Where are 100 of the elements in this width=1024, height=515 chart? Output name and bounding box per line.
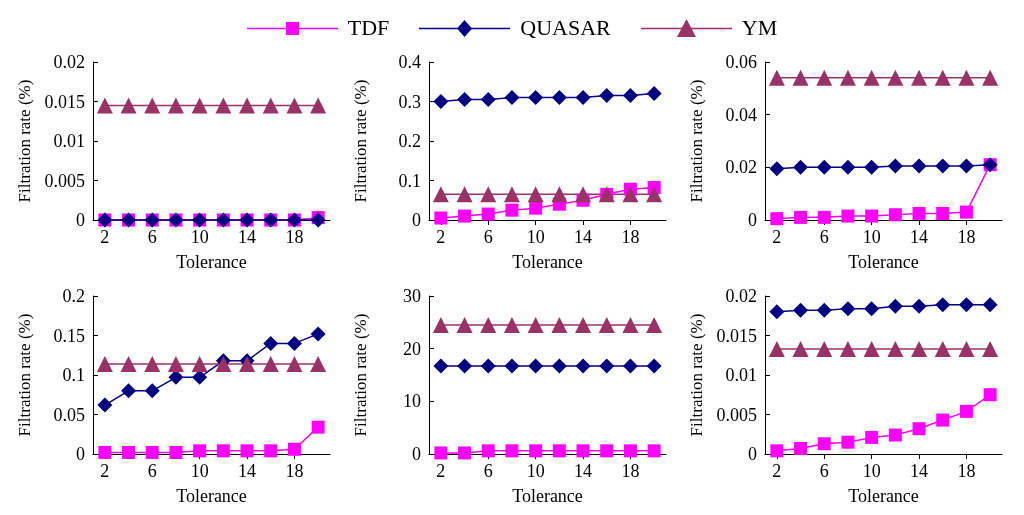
point xyxy=(911,298,927,314)
point xyxy=(432,316,449,333)
y-tick-label: 0.06 xyxy=(725,52,757,72)
y-tick-label: 0.02 xyxy=(725,286,757,306)
point xyxy=(887,340,904,357)
point xyxy=(646,186,663,203)
x-tick-label: 18 xyxy=(621,461,640,481)
y-tick-label: 0.1 xyxy=(62,365,85,385)
x-tick-label: 14 xyxy=(910,461,929,481)
x-tick-label: 10 xyxy=(526,227,545,247)
point xyxy=(865,430,879,444)
x-tick-label: 2 xyxy=(772,227,782,247)
point xyxy=(167,355,184,372)
point xyxy=(816,69,833,86)
point xyxy=(505,203,519,217)
y-tick-label: 0.005 xyxy=(716,404,757,425)
point xyxy=(888,208,902,222)
point xyxy=(599,358,615,374)
x-tick-label: 6 xyxy=(819,227,829,247)
point xyxy=(646,316,663,333)
point xyxy=(600,444,614,458)
point xyxy=(575,186,592,203)
point xyxy=(551,186,568,203)
point xyxy=(958,158,974,174)
y-tick-label: 20 xyxy=(403,338,421,359)
point xyxy=(552,444,566,458)
x-tick-label: 6 xyxy=(147,461,157,481)
point xyxy=(287,442,301,456)
point xyxy=(863,69,880,86)
y-tick-label: 0.02 xyxy=(725,157,757,178)
point xyxy=(841,435,855,449)
point xyxy=(622,186,639,203)
y-tick-label: 0.02 xyxy=(53,52,85,72)
x-tick-label: 14 xyxy=(574,461,593,481)
y-tick-label: 0.1 xyxy=(398,170,421,191)
y-tick-label: 0 xyxy=(412,444,421,464)
point xyxy=(310,326,326,342)
x-tick-label: 6 xyxy=(147,227,157,247)
point xyxy=(167,97,184,114)
point xyxy=(935,297,951,313)
x-tick-label: 14 xyxy=(238,461,257,481)
point xyxy=(911,158,927,174)
point xyxy=(888,428,902,442)
point xyxy=(770,444,784,458)
x-tick-label: 18 xyxy=(285,461,304,481)
x-tick-label: 6 xyxy=(819,461,829,481)
point xyxy=(936,206,950,220)
x-tick-label: 10 xyxy=(862,461,881,481)
x-tick-label: 10 xyxy=(526,461,545,481)
y-tick-label: 0.2 xyxy=(398,131,421,151)
point xyxy=(480,92,496,108)
point xyxy=(841,209,855,223)
point xyxy=(527,186,544,203)
point xyxy=(286,97,303,114)
point xyxy=(958,69,975,86)
point xyxy=(934,340,951,357)
point xyxy=(286,335,302,351)
y-tick-label: 0.01 xyxy=(53,131,85,151)
point xyxy=(959,205,973,219)
x-tick-label: 6 xyxy=(483,461,493,481)
x-tick-label: 18 xyxy=(621,227,640,247)
point xyxy=(792,340,809,357)
y-tick-label: 0.4 xyxy=(398,52,421,72)
point xyxy=(529,201,543,215)
point xyxy=(622,88,638,104)
point xyxy=(215,97,232,114)
y-tick-label: 0.3 xyxy=(398,91,421,112)
point xyxy=(865,209,879,223)
point xyxy=(817,437,831,451)
x-tick-label: 18 xyxy=(285,227,304,247)
point xyxy=(457,358,473,374)
x-axis-title: Tolerance xyxy=(176,486,247,506)
point xyxy=(887,158,903,174)
point xyxy=(768,340,785,357)
y-tick-label: 0.15 xyxy=(53,325,85,346)
point xyxy=(864,301,880,317)
y-tick-label: 10 xyxy=(403,391,421,412)
point xyxy=(576,444,590,458)
y-tick-label: 0 xyxy=(412,210,421,230)
point xyxy=(480,186,497,203)
point xyxy=(793,159,809,175)
point xyxy=(145,445,159,459)
y-tick-label: 0.005 xyxy=(44,170,85,191)
point xyxy=(551,316,568,333)
point xyxy=(263,335,279,351)
point xyxy=(144,97,161,114)
legend-label: QUASAR xyxy=(520,15,611,41)
legend-label: YM xyxy=(741,15,778,41)
point xyxy=(528,358,544,374)
point xyxy=(840,301,856,317)
y-tick-label: 0 xyxy=(76,210,85,230)
point xyxy=(144,355,161,372)
point xyxy=(769,161,785,177)
point xyxy=(529,444,543,458)
point xyxy=(458,209,472,223)
point xyxy=(935,158,951,174)
point xyxy=(816,159,832,175)
point xyxy=(505,444,519,458)
point xyxy=(527,316,544,333)
point xyxy=(816,340,833,357)
